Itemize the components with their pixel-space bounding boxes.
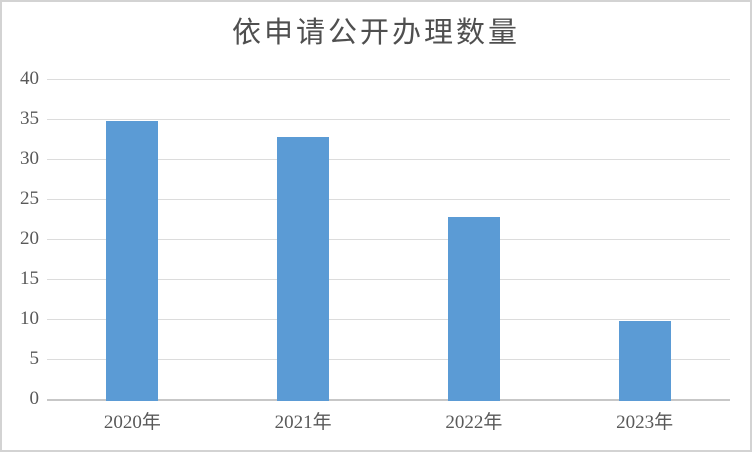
bar-2023年 [618,321,671,401]
y-tick-label: 5 [29,348,40,369]
y-tick-label: 40 [20,68,39,89]
y-tick-label: 35 [20,108,39,129]
gridline [47,239,730,240]
gridline [47,159,730,160]
x-tick-label: 2022年 [445,412,503,433]
gridline [47,199,730,200]
plot-area [47,79,730,401]
x-tick-label: 2023年 [616,412,674,433]
gridline [47,279,730,280]
y-tick-label: 15 [20,268,39,289]
y-tick-label: 20 [20,228,39,249]
y-tick-label: 30 [20,148,39,169]
y-tick-label: 0 [29,388,40,409]
y-axis: 0 5 10 15 20 25 30 35 40 [2,69,40,409]
gridline [47,359,730,360]
bar-2020年 [106,121,159,401]
x-tick-label: 2021年 [274,412,332,433]
y-tick-label: 10 [20,308,39,329]
y-tick-label: 25 [20,188,39,209]
gridline [47,79,730,80]
x-axis: 2020年 2021年 2022年 2023年 [47,410,730,436]
bar-2021年 [277,137,330,401]
gridline [47,319,730,320]
bar-2022年 [447,217,500,401]
x-tick-label: 2020年 [103,412,161,433]
gridline [47,119,730,120]
chart-title: 依申请公开办理数量 [231,17,520,49]
x-axis-line [47,399,730,401]
